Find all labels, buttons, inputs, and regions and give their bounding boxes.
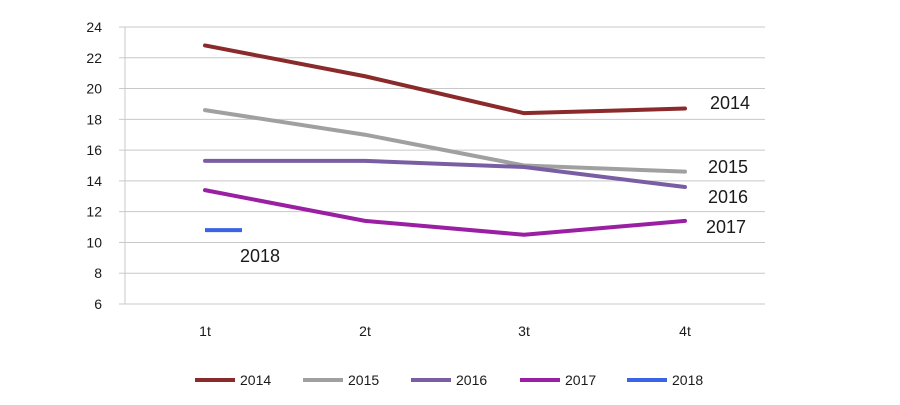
legend: 2014 2015 2016 2017 2018 [195, 372, 703, 388]
series-end-label-2014: 2014 [710, 93, 750, 113]
series-end-label-2015: 2015 [708, 157, 748, 177]
y-tick-label-6: 6 [94, 296, 102, 312]
y-tick-label-12: 12 [86, 204, 102, 220]
series-end-label-2016: 2016 [708, 187, 748, 207]
series-lines [203, 43, 687, 237]
x-tick-label-3t: 3t [518, 323, 530, 339]
y-tick-label-18: 18 [86, 111, 102, 127]
legend-label-2016: 2016 [456, 372, 487, 388]
x-tick-label-4t: 4t [679, 323, 691, 339]
y-tick-label-16: 16 [86, 142, 102, 158]
legend-label-2017: 2017 [565, 372, 596, 388]
legend-label-2018: 2018 [672, 372, 703, 388]
x-tick-label-1t: 1t [199, 323, 211, 339]
y-axis-ticks: 6 8 10 12 14 16 18 20 22 24 [86, 19, 102, 312]
series-line-2015 [203, 108, 687, 174]
y-tick-label-8: 8 [94, 265, 102, 281]
series-end-labels: 2014 2015 2016 2017 2018 [240, 93, 750, 266]
x-tick-label-2t: 2t [359, 323, 371, 339]
y-tick-label-10: 10 [86, 234, 102, 250]
series-line-2017 [203, 188, 687, 237]
y-tick-label-20: 20 [86, 81, 102, 97]
y-tick-label-24: 24 [86, 19, 102, 35]
series-end-label-2017: 2017 [706, 217, 746, 237]
series-line-2014 [203, 43, 687, 116]
legend-label-2014: 2014 [240, 372, 271, 388]
x-axis-ticks: 1t 2t 3t 4t [199, 323, 691, 339]
legend-label-2015: 2015 [348, 372, 379, 388]
series-line-2016 [203, 158, 687, 190]
y-tick-label-22: 22 [86, 50, 102, 66]
series-end-label-2018: 2018 [240, 246, 280, 266]
y-tick-label-14: 14 [86, 173, 102, 189]
